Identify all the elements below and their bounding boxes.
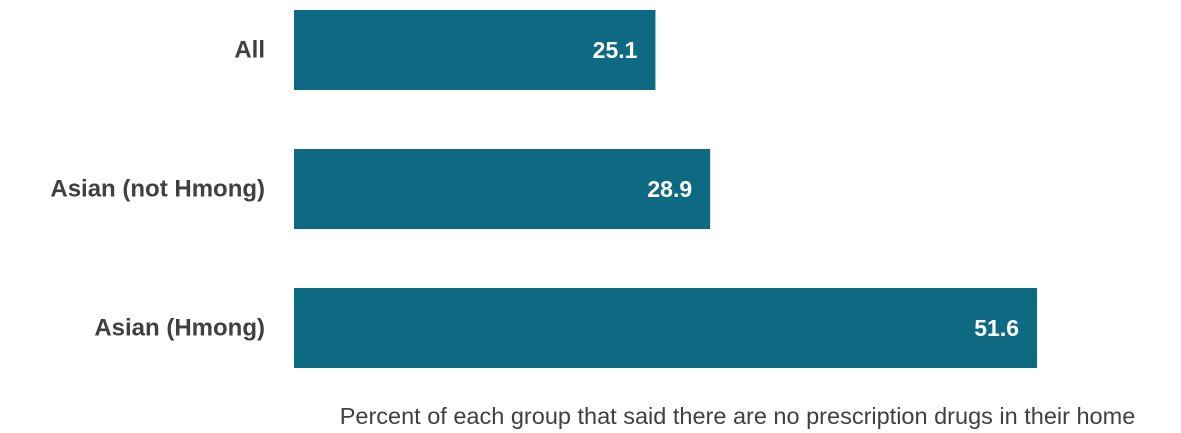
value-label-1: 25.1 [593, 37, 638, 63]
x-axis-label: Percent of each group that said there ar… [339, 403, 1136, 429]
category-label-3: Asian (Hmong) [94, 315, 265, 342]
bar-2 [294, 149, 711, 229]
bar-3 [294, 288, 1038, 368]
bar-1 [294, 10, 656, 90]
category-label-1: All [234, 37, 265, 64]
value-label-3: 51.6 [974, 315, 1019, 341]
value-label-2: 28.9 [647, 176, 692, 202]
category-label-2: Asian (not Hmong) [50, 176, 265, 203]
